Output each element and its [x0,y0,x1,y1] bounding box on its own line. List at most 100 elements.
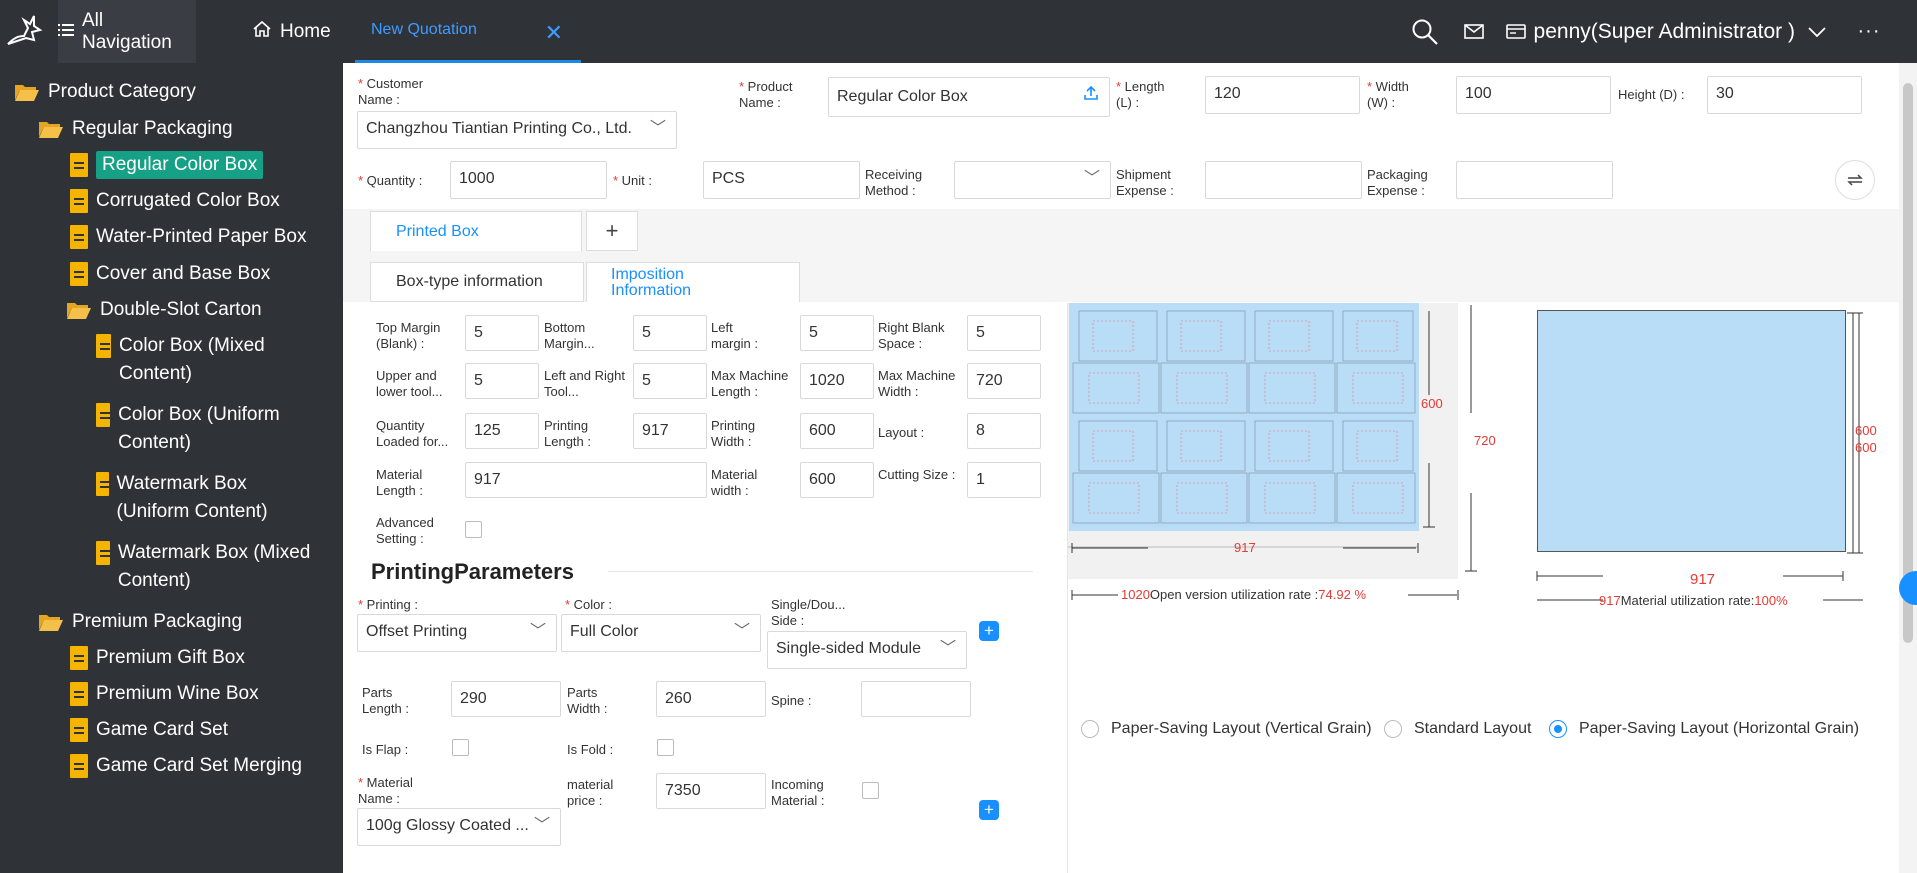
scrollbar-thumb[interactable] [1903,83,1913,643]
radio-standard-layout-label: Standard Layout [1414,720,1532,737]
upper-lower-tool-input[interactable]: 5 [465,363,539,399]
receiving-method-select[interactable]: ﹀ [954,161,1111,199]
sidebar-item-premium-packaging[interactable]: Premium Packaging [38,608,242,636]
unit-input[interactable]: PCS [703,161,860,199]
chevron-down-icon[interactable] [1795,26,1839,37]
sidebar: Product Category Regular Packaging Regul… [0,63,343,873]
all-navigation-button[interactable]: All Navigation [58,0,196,63]
sidebar-item-double-slot-carton[interactable]: Double-Slot Carton [66,296,262,324]
chevron-down-icon: ﹀ [529,623,546,640]
sidebar-item-game-card-set-merging[interactable]: Game Card Set Merging [70,752,302,780]
shipment-expense-input[interactable] [1205,161,1362,199]
document-icon [96,541,110,565]
material-length-input[interactable]: 917 [465,462,707,498]
sidebar-item-watermark-box-mixed[interactable]: Watermark Box (Mixed Content) [96,539,326,595]
cutting-size-input[interactable]: 1 [967,462,1041,498]
right-total-value: 917 [1599,593,1621,608]
floating-help-button[interactable] [1899,571,1917,605]
tab-box-type-information[interactable]: Box-type information [370,262,584,302]
max-machine-width-input[interactable]: 720 [967,363,1041,399]
packaging-expense-input[interactable] [1456,161,1613,199]
width-label: Width (W) : [1367,79,1427,111]
sidebar-item-color-box-mixed[interactable]: Color Box (Mixed Content) [96,332,306,388]
vertical-scrollbar[interactable] [1899,63,1917,873]
home-tab[interactable]: Home [252,0,331,63]
layout-input[interactable]: 8 [967,413,1041,449]
single-double-side-select[interactable]: Single-sided Module ﹀ [767,631,967,669]
material-price-input[interactable]: 7350 [656,773,766,809]
printing-label: Printing : [358,597,418,613]
sidebar-item-corrugated-color-box[interactable]: Corrugated Color Box [70,187,280,215]
right-blank-input[interactable]: 5 [967,315,1041,351]
left-margin-input[interactable]: 5 [800,315,874,351]
add-material-button[interactable]: + [979,800,999,820]
customer-name-select[interactable]: Changzhou Tiantian Printing Co., Ltd. ﹀ [357,111,677,149]
top-bar: All Navigation Home New Quotation ✕ penn… [0,0,1917,63]
sidebar-item-regular-color-box[interactable]: Regular Color Box [70,151,264,179]
sidebar-item-label: Product Category [48,81,196,102]
sidebar-item-label: Double-Slot Carton [100,299,262,320]
top-margin-input[interactable]: 5 [465,315,539,351]
is-flap-checkbox[interactable] [452,739,469,756]
refresh-icon[interactable] [1835,160,1875,200]
sidebar-item-premium-gift-box[interactable]: Premium Gift Box [70,644,245,672]
sidebar-item-label: Premium Packaging [72,611,243,632]
add-tab-button[interactable]: + [586,211,638,251]
document-icon [70,225,88,249]
bottom-margin-input[interactable]: 5 [633,315,707,351]
parts-length-input[interactable]: 290 [451,681,561,717]
radio-standard-layout[interactable] [1384,720,1402,738]
quantity-loaded-input[interactable]: 125 [465,413,539,449]
sidebar-item-cover-and-base-box[interactable]: Cover and Base Box [70,260,270,288]
panel-divider [1067,303,1068,873]
incoming-material-checkbox[interactable] [862,782,879,799]
add-printing-button[interactable]: + [979,621,999,641]
max-machine-length-input[interactable]: 1020 [800,363,874,399]
left-inner-height-value: 600 [1421,396,1443,411]
sidebar-item-water-printed-paper-box[interactable]: Water-Printed Paper Box [70,223,307,251]
sidebar-item-product-category[interactable]: Product Category [14,78,196,106]
mail-icon[interactable] [1450,24,1498,39]
height-input[interactable]: 30 [1707,76,1862,114]
radio-horizontal-grain[interactable] [1549,720,1567,738]
tab-printed-box[interactable]: Printed Box [370,211,582,251]
sidebar-item-watermark-box-uniform[interactable]: Watermark Box (Uniform Content) [96,470,316,526]
upload-icon[interactable] [1083,78,1099,116]
left-right-tool-input[interactable]: 5 [633,363,707,399]
user-name[interactable]: penny(Super Administrator ) [1533,19,1795,43]
open-version-dimensions [1068,305,1477,600]
tab-imposition-information[interactable]: Imposition Information [586,262,800,302]
material-width-input[interactable]: 600 [800,462,874,498]
width-input[interactable]: 100 [1456,76,1611,114]
product-name-input[interactable]: Regular Color Box [828,77,1110,117]
advanced-setting-checkbox[interactable] [465,521,482,538]
spine-input[interactable] [861,681,971,717]
upper-lower-tool-label: Upper and lower tool... [376,368,443,399]
printing-width-input[interactable]: 600 [800,413,874,449]
radio-vertical-grain[interactable] [1081,720,1099,738]
printing-select[interactable]: Offset Printing ﹀ [357,614,557,652]
color-select[interactable]: Full Color ﹀ [561,614,761,652]
sidebar-item-regular-packaging[interactable]: Regular Packaging [38,115,233,143]
home-label: Home [280,20,331,42]
search-icon[interactable] [1400,18,1450,46]
material-name-select[interactable]: 100g Glossy Coated ... ﹀ [357,808,561,846]
length-input[interactable]: 120 [1205,76,1360,114]
more-icon[interactable]: ··· [1857,20,1881,42]
sidebar-item-game-card-set[interactable]: Game Card Set [70,716,228,744]
sidebar-item-premium-wine-box[interactable]: Premium Wine Box [70,680,259,708]
home-icon [252,20,272,44]
tab-new-quotation[interactable]: New Quotation ✕ [355,0,581,63]
is-fold-checkbox[interactable] [657,739,674,756]
parts-width-input[interactable]: 260 [656,681,766,717]
left-outer-height-value: 720 [1474,433,1496,448]
close-icon[interactable]: ✕ [544,20,563,45]
parts-width-label: Parts Width : [567,685,608,716]
right-blank-label: Right Blank Space : [878,320,945,351]
sidebar-item-color-box-uniform[interactable]: Color Box (Uniform Content) [96,401,306,457]
all-navigation-label: All Navigation [82,9,172,53]
folder-icon [66,300,92,320]
quantity-input[interactable]: 1000 [450,161,607,199]
material-rate-label: Material utilization rate: [1620,593,1755,608]
printing-length-input[interactable]: 917 [633,413,707,449]
